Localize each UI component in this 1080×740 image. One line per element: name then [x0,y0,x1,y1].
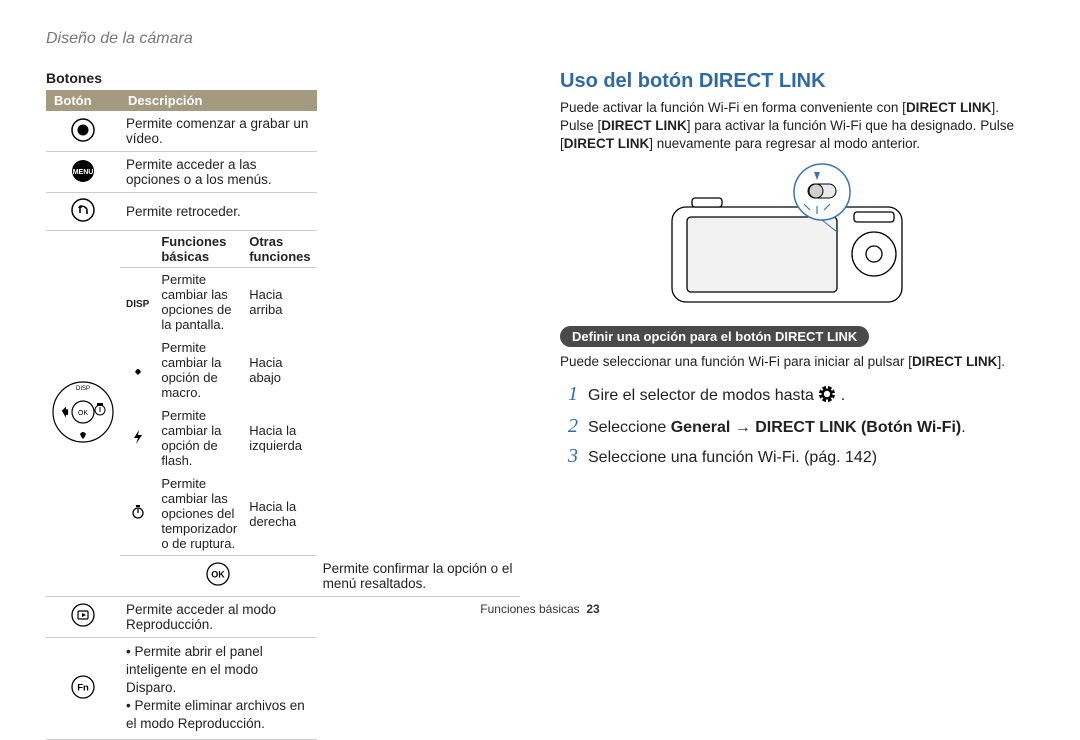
gear-icon [818,385,836,410]
step-2: 2 Seleccione General → DIRECT LINK (Botó… [560,415,1034,439]
buttons-section-label: Botones [46,70,520,86]
page-footer: Funciones básicas 23 [0,602,1080,616]
table-row: Permite comenzar a grabar un vídeo. [46,111,520,152]
table-row: Permite cambiar la opción de flash. Haci… [120,404,317,472]
svg-text:MENU: MENU [73,169,94,176]
nav-pad-icon: OK DISP [46,231,120,597]
other-functions-header: Otras funciones [243,231,316,268]
basic-functions-header: Funciones básicas [155,231,243,268]
fn-button-desc: Permite abrir el panel inteligente en el… [120,637,317,739]
menu-button-desc: Permite acceder a las opciones o a los m… [120,152,317,193]
buttons-table: Botón Descripción Permite comenzar a gra… [46,90,520,740]
table-header-row: Botón Descripción [46,90,520,111]
nav-functions-table: Funciones básicas Otras funciones DISP P… [120,231,317,555]
table-row: MENU Permite acceder a las opciones o a … [46,152,520,193]
define-option-intro: Puede seleccionar una función Wi-Fi para… [560,353,1034,371]
timer-icon [120,472,155,555]
macro-icon [120,336,155,404]
record-button-desc: Permite comenzar a grabar un vídeo. [120,111,317,152]
menu-button-icon: MENU [46,152,120,193]
inner-header-row: Funciones básicas Otras funciones [120,231,317,268]
camera-figure [560,162,1034,312]
record-button-icon [46,111,120,152]
flash-icon [120,404,155,472]
back-button-icon [46,193,120,231]
header-desc: Descripción [120,90,317,111]
svg-text:OK: OK [212,570,226,580]
two-column-layout: Botones Botón Descripción Permite comenz… [46,70,1034,740]
right-column: Uso del botón DIRECT LINK Puede activar … [560,70,1034,740]
manual-page: Diseño de la cámara Botones Botón Descri… [0,0,1080,630]
disp-icon: DISP [120,268,155,337]
svg-text:DISP: DISP [76,386,90,392]
steps-list: 1 Gire el selector de modos hasta . 2 Se… [560,383,1034,469]
direct-link-title: Uso del botón DIRECT LINK [560,70,1034,93]
svg-text:OK: OK [78,410,88,417]
left-column: Botones Botón Descripción Permite comenz… [46,70,520,740]
define-option-pill: Definir una opción para el botón DIRECT … [560,326,869,347]
direct-link-intro: Puede activar la función Wi-Fi en forma … [560,99,1034,154]
header-button: Botón [46,90,120,111]
svg-text:Fn: Fn [77,682,89,693]
table-row: Permite cambiar las opciones del tempori… [120,472,317,555]
table-row: DISP Permite cambiar las opciones de la … [120,268,317,337]
fn-button-icon: Fn [46,637,120,739]
ok-button-icon: OK [120,556,317,597]
ok-button-desc: Permite confirmar la opción o el menú re… [317,556,520,597]
breadcrumb: Diseño de la cámara [46,30,1034,48]
table-row: Permite retroceder. [46,193,520,231]
table-row: OK DISP Funciones básicas Otr [46,231,520,556]
nav-inner-table-cell: Funciones básicas Otras funciones DISP P… [120,231,317,556]
step-1: 1 Gire el selector de modos hasta . [560,383,1034,410]
back-button-desc: Permite retroceder. [120,193,317,231]
table-row: Fn Permite abrir el panel inteligente en… [46,637,520,739]
step-3: 3 Seleccione una función Wi-Fi. (pág. 14… [560,445,1034,469]
table-row: Permite cambiar la opción de macro. Haci… [120,336,317,404]
